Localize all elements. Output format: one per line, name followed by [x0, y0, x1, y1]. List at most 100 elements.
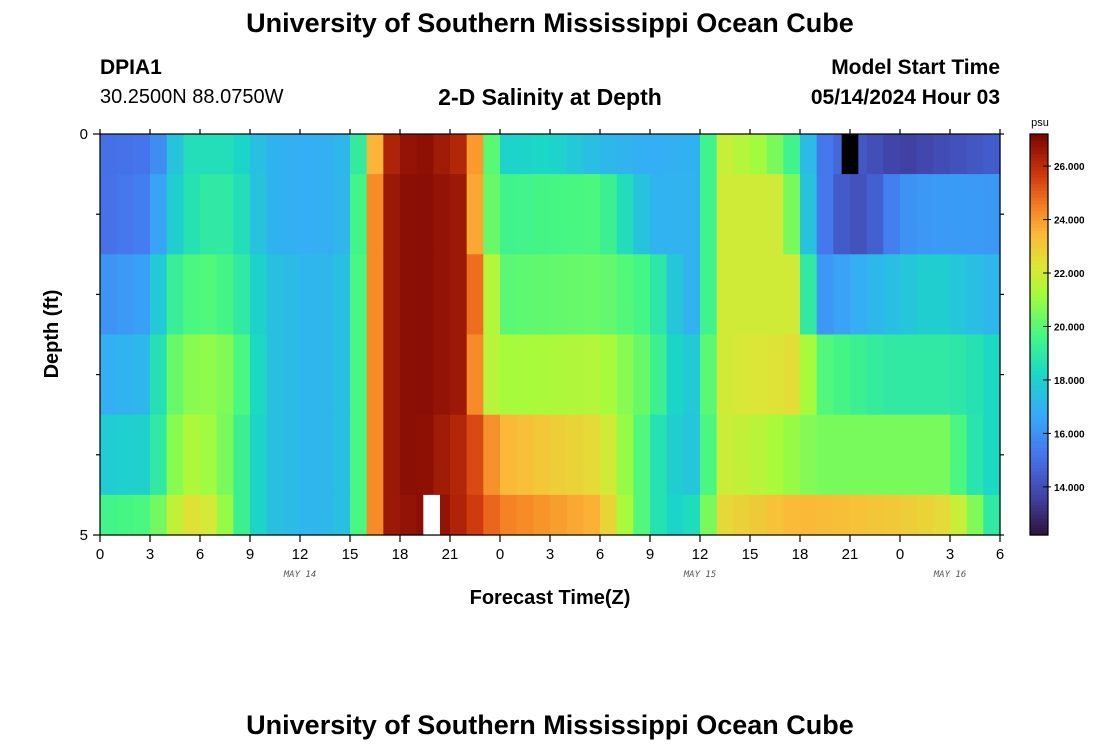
heatmap-cell — [266, 414, 284, 496]
heatmap-cell — [566, 254, 584, 336]
heatmap-cell — [350, 134, 368, 175]
colorbar-swatch — [1030, 341, 1048, 346]
heatmap-cell — [383, 134, 401, 175]
heatmap-cell — [616, 254, 634, 336]
heatmap-cell — [850, 254, 868, 336]
heatmap-cell — [450, 174, 468, 255]
heatmap-cell — [100, 134, 118, 175]
x-tick-label: 3 — [946, 546, 954, 563]
heatmap-cell — [550, 174, 568, 255]
colorbar-swatch — [1030, 441, 1048, 446]
heatmap-cell — [866, 414, 884, 496]
heatmap-cell — [583, 254, 601, 336]
heatmap-cell — [216, 494, 234, 536]
heatmap-cell — [733, 254, 751, 336]
heatmap-cell — [533, 134, 551, 175]
heatmap-cell — [450, 334, 468, 416]
colorbar-swatch — [1030, 504, 1048, 509]
heatmap-cell — [750, 254, 768, 336]
heatmap-cell — [600, 254, 618, 336]
colorbar-swatch — [1030, 524, 1048, 529]
colorbar-swatch — [1030, 170, 1048, 175]
heatmap-cell — [616, 414, 634, 496]
heatmap-cell — [366, 174, 384, 255]
heatmap-cell — [933, 494, 951, 536]
heatmap-cell — [233, 494, 251, 536]
colorbar-swatch — [1030, 481, 1048, 486]
colorbar-swatch — [1030, 184, 1048, 189]
heatmap-cell — [333, 134, 351, 175]
colorbar-swatch — [1030, 468, 1048, 473]
heatmap-cell — [300, 134, 318, 175]
heatmap-mark — [841, 134, 859, 175]
heatmap-cell — [516, 334, 534, 416]
heatmap-cell — [216, 414, 234, 496]
heatmap-cell — [766, 494, 784, 536]
heatmap-cell — [216, 174, 234, 255]
heatmap-cell — [933, 334, 951, 416]
colorbar-swatch — [1030, 317, 1048, 322]
heatmap-cell — [133, 494, 151, 536]
heatmap-cell — [916, 414, 934, 496]
heatmap-cell — [950, 134, 968, 175]
model-start-label: Model Start Time — [831, 56, 1000, 79]
heatmap-cell — [850, 494, 868, 536]
colorbar-swatch — [1030, 414, 1048, 419]
colorbar-swatch — [1030, 214, 1048, 219]
heatmap-cell — [483, 414, 501, 496]
heatmap-cell — [316, 134, 334, 175]
heatmap-cell — [583, 174, 601, 255]
colorbar-swatch — [1030, 394, 1048, 399]
heatmap-cell — [950, 494, 968, 536]
colorbar-tick-label: 26.000 — [1054, 162, 1085, 173]
heatmap-cell — [200, 494, 218, 536]
heatmap-cell — [783, 414, 801, 496]
heatmap-cell — [583, 134, 601, 175]
heatmap-cell — [900, 414, 918, 496]
heatmap-cell — [833, 254, 851, 336]
x-tick-label: 3 — [146, 546, 154, 563]
date-label: MAY 14 — [283, 570, 317, 580]
colorbar-swatch — [1030, 421, 1048, 426]
heatmap-cell — [500, 494, 518, 536]
heatmap-cell — [683, 494, 701, 536]
heatmap-cell — [433, 414, 451, 496]
date-label: MAY 15 — [683, 570, 717, 580]
colorbar-swatch — [1030, 154, 1048, 158]
heatmap-cell — [233, 134, 251, 175]
colorbar-swatch — [1030, 180, 1048, 185]
heatmap-cell — [466, 494, 484, 536]
heatmap-cell — [183, 414, 201, 496]
colorbar-swatch — [1030, 514, 1048, 519]
heatmap-cell — [966, 134, 984, 175]
heatmap-cell — [100, 494, 118, 536]
colorbar-swatch — [1030, 250, 1048, 255]
x-tick-label: 0 — [896, 546, 904, 563]
colorbar-swatch — [1030, 271, 1048, 275]
heatmap-cell — [933, 134, 951, 175]
colorbar-swatch — [1030, 254, 1048, 259]
heatmap-cell — [616, 174, 634, 255]
heatmap-cell — [583, 494, 601, 536]
heatmap-cell — [666, 334, 684, 416]
heatmap-cell — [566, 174, 584, 255]
heatmap-cell — [716, 174, 734, 255]
heatmap-cell — [900, 134, 918, 175]
heatmap-cell — [783, 494, 801, 536]
heatmap-cell — [716, 134, 734, 175]
x-axis: 0 3 6 9 12 15 18 21 0 3 6 9 12 15 18 21 0 3 6 — [96, 129, 1004, 563]
heatmap-cell — [750, 494, 768, 536]
colorbar-swatch — [1030, 224, 1048, 229]
heatmap-cell — [833, 174, 851, 255]
heatmap-cell — [983, 254, 1001, 336]
heatmap-cell — [400, 174, 418, 255]
heatmap-cell — [166, 174, 184, 255]
heatmap-cell — [883, 494, 901, 536]
heatmap-cell — [116, 134, 134, 175]
heatmap-cell — [150, 334, 168, 416]
heatmap-cell — [650, 254, 668, 336]
colorbar-swatch — [1030, 337, 1048, 342]
x-axis-label: Forecast Time(Z) — [470, 587, 631, 609]
heatmap-cell — [283, 414, 301, 496]
heatmap-cell — [700, 414, 718, 496]
